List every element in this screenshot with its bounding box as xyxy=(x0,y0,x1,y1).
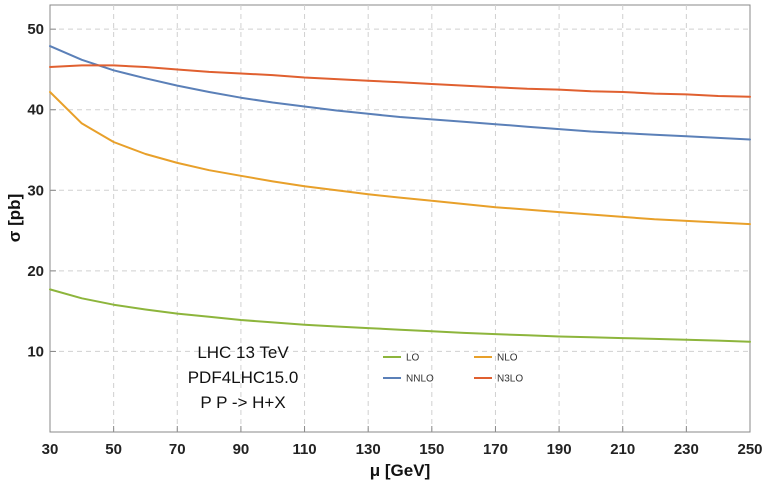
y-tick-label: 30 xyxy=(27,182,44,199)
series-line-n3lo xyxy=(49,64,751,98)
legend-label: N3LO xyxy=(497,374,523,385)
x-tick-label: 190 xyxy=(547,441,572,458)
x-tick-label: 70 xyxy=(169,441,186,458)
series-line-lo xyxy=(49,288,751,343)
series-lines xyxy=(49,45,751,343)
grid xyxy=(50,5,750,432)
annotation-process: P P -> H+X xyxy=(200,393,285,412)
x-tick-label: 130 xyxy=(356,441,381,458)
y-tick-label: 10 xyxy=(27,343,44,360)
x-tick-label: 90 xyxy=(233,441,250,458)
legend: LO NLO NNLO N3LO xyxy=(383,353,523,385)
legend-item-lo: LO xyxy=(383,353,420,364)
y-axis-title: σ [pb] xyxy=(5,194,24,242)
legend-label: LO xyxy=(406,353,420,364)
x-tick-label: 210 xyxy=(610,441,635,458)
x-tick-label: 230 xyxy=(674,441,699,458)
annotation-pdf: PDF4LHC15.0 xyxy=(188,368,299,387)
annotation-energy: LHC 13 TeV xyxy=(197,343,289,362)
x-tick-label: 30 xyxy=(42,441,59,458)
legend-label: NLO xyxy=(497,353,518,364)
x-tick-label: 110 xyxy=(292,441,316,458)
y-axis-ticks: 10 20 30 40 50 xyxy=(27,21,56,360)
series-line-nnlo xyxy=(49,45,751,141)
x-axis-title: μ [GeV] xyxy=(370,461,430,480)
legend-label: NNLO xyxy=(406,374,434,385)
y-tick-label: 20 xyxy=(27,263,44,280)
series-line-nlo xyxy=(49,91,751,226)
x-tick-label: 50 xyxy=(105,441,122,458)
y-tick-label: 50 xyxy=(27,21,44,38)
legend-item-nnlo: NNLO xyxy=(383,374,434,385)
x-tick-label: 250 xyxy=(737,441,762,458)
y-tick-label: 40 xyxy=(27,102,44,119)
x-tick-label: 150 xyxy=(419,441,444,458)
legend-item-n3lo: N3LO xyxy=(474,374,523,385)
x-tick-label: 170 xyxy=(483,441,508,458)
x-axis-ticks: 30 50 70 90 110 130 150 170 190 210 230 250 xyxy=(42,426,763,458)
legend-item-nlo: NLO xyxy=(474,353,518,364)
